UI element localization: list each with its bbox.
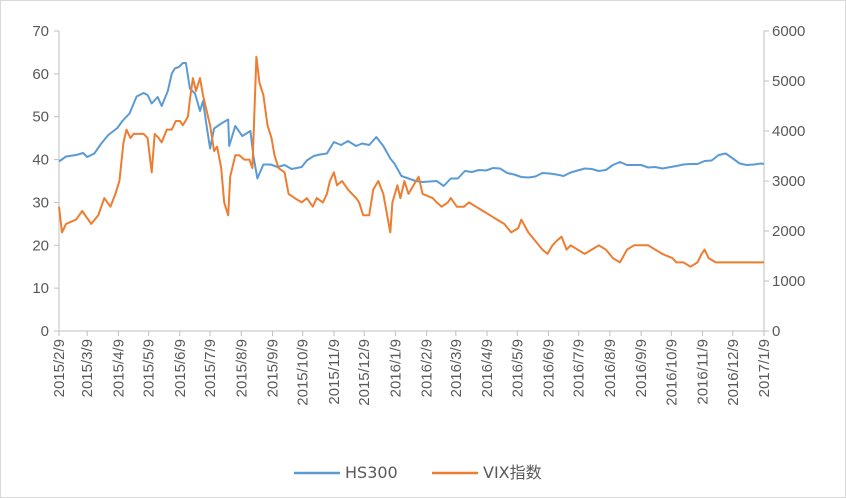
left-tick-label: 10 [32, 280, 49, 297]
x-tick-label: 2015/11/9 [326, 339, 343, 405]
x-tick-label: 2016/9/9 [633, 339, 650, 397]
series-line-hs300 [58, 62, 765, 187]
series-line-vix [58, 55, 764, 268]
left-tick-label: 30 [32, 194, 49, 211]
x-tick-label: 2015/3/9 [79, 339, 96, 397]
x-tick-label: 2016/3/9 [448, 339, 465, 397]
right-tick-label: 4000 [772, 123, 805, 140]
x-tick-label: 2017/1/9 [756, 339, 773, 397]
right-tick-label: 0 [772, 323, 780, 340]
x-tick-label: 2015/4/9 [110, 339, 127, 397]
x-tick-label: 2016/5/9 [509, 339, 526, 397]
x-tick-label: 2015/12/9 [356, 339, 373, 406]
left-tick-label: 0 [41, 323, 49, 340]
x-tick-label: 2015/7/9 [202, 339, 219, 397]
left-tick-label: 40 [32, 152, 49, 169]
legend-label-hs300: HS300 [345, 463, 398, 482]
left-tick-label: 70 [32, 23, 49, 40]
right-tick-label: 1000 [772, 273, 805, 290]
left-tick-label: 20 [32, 237, 49, 254]
x-tick-label: 2016/12/9 [725, 339, 742, 406]
x-tick-label: 2016/6/9 [540, 339, 557, 397]
right-tick-label: 2000 [772, 223, 805, 240]
x-tick-label: 2016/4/9 [479, 339, 496, 397]
left-tick-label: 60 [32, 66, 49, 83]
x-tick-label: 2015/6/9 [172, 339, 189, 397]
right-tick-label: 5000 [772, 73, 805, 90]
right-tick-label: 3000 [772, 173, 805, 190]
x-tick-label: 2015/9/9 [265, 339, 282, 397]
x-tick-label: 2016/8/9 [602, 339, 619, 397]
x-tick-label: 2015/8/9 [233, 339, 250, 397]
right-tick-label: 6000 [772, 23, 805, 40]
legend-label-vix: VIX指数 [483, 463, 542, 482]
x-tick-label: 2016/1/9 [387, 339, 404, 397]
x-tick-label: 2016/2/9 [419, 339, 436, 397]
left-tick-label: 50 [32, 109, 49, 126]
x-tick-label: 2016/7/9 [571, 339, 588, 397]
x-tick-label: 2016/11/9 [695, 339, 712, 405]
x-tick-label: 2015/2/9 [51, 339, 68, 397]
x-tick-label: 2015/10/9 [295, 339, 312, 406]
x-tick-label: 2016/10/9 [663, 339, 680, 406]
x-tick-label: 2015/5/9 [141, 339, 158, 397]
